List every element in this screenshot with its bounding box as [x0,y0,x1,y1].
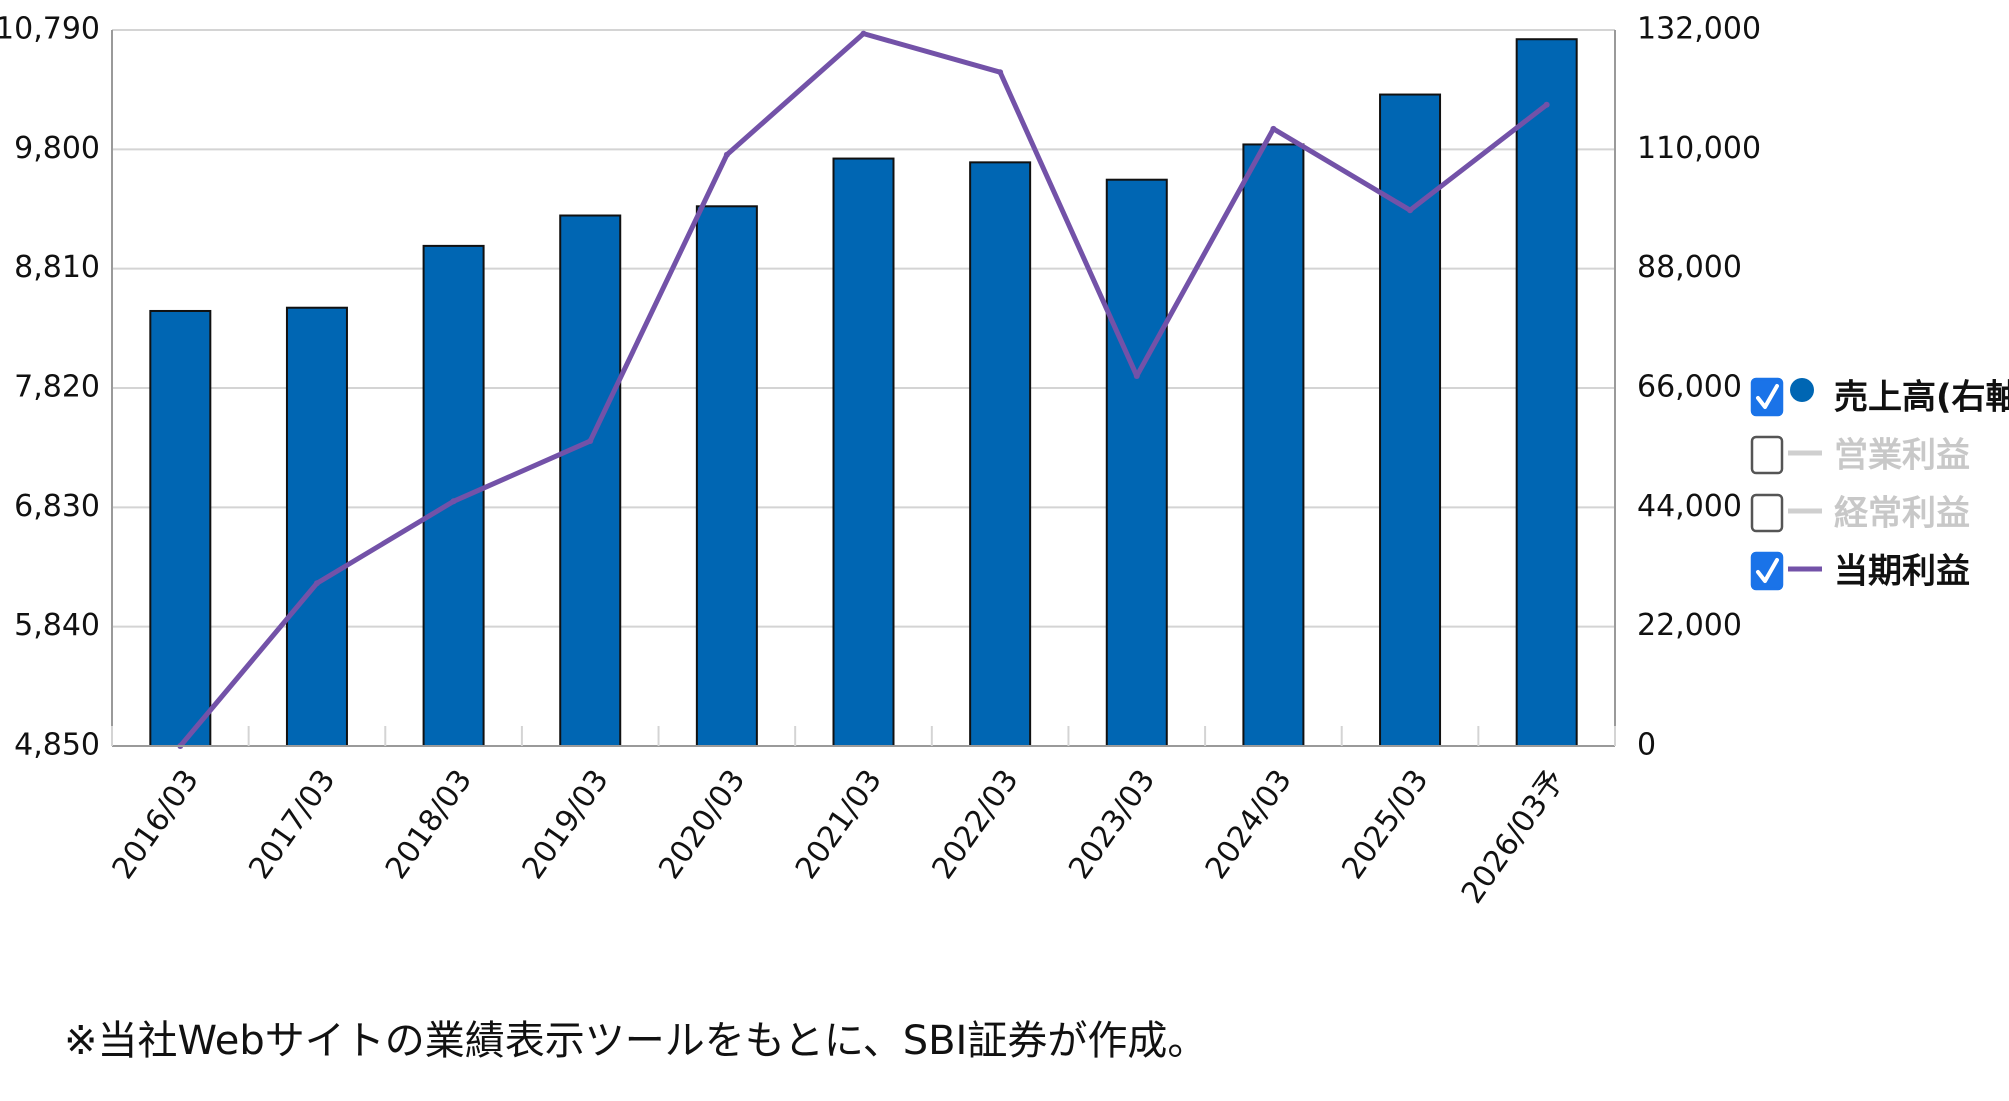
legend-label: 売上高(右軸) [1834,378,2009,418]
x-axis-tick-label: 2023/03 [1062,763,1162,885]
revenue-bar [422,244,485,747]
x-axis-tick-label: 2016/03 [106,763,206,885]
x-axis-tick-label: 2017/03 [242,763,342,885]
legend-label: 当期利益 [1834,552,1970,592]
right-axis-tick-label: 22,000 [1637,608,1742,643]
revenue-bar [559,214,622,747]
revenue-bar [695,205,758,747]
net-income-point [1133,372,1140,379]
revenue-bar [832,157,895,747]
left-axis-tick-label: 6,830 [14,489,100,524]
right-axis-tick-label: 0 [1637,728,1656,763]
x-axis-tick-label: 2025/03 [1335,763,1435,885]
legend-item[interactable]: 売上高(右軸) [1750,378,2009,418]
revenue-bars [149,38,1578,748]
legend-circle-marker-icon [1790,378,1814,402]
checkmark-icon [1756,384,1779,409]
left-axis-tick-label: 8,810 [14,250,100,285]
x-axis-tick-label: 2024/03 [1199,763,1299,885]
legend-item[interactable]: 当期利益 [1750,552,1970,592]
checkbox-unchecked-icon[interactable] [1750,493,1784,533]
right-axis-tick-label: 110,000 [1637,131,1761,166]
revenue-bar [1515,38,1578,748]
left-axis-tick-label: 5,840 [14,608,100,643]
left-axis-tick-label: 9,800 [14,131,100,166]
net-income-point [450,498,457,505]
x-axis-tick-label: 2026/03予 [1455,763,1572,910]
checkbox-unchecked-icon[interactable] [1750,435,1784,475]
net-income-point [1543,101,1550,108]
legend-label: 営業利益 [1834,436,1970,476]
net-income-point [313,580,320,587]
revenue-bar [1105,178,1168,747]
net-income-point [1270,125,1277,132]
revenue-bar [285,306,348,747]
right-axis-tick-label: 132,000 [1637,12,1761,47]
right-axis-tick-label: 44,000 [1637,489,1742,524]
legend-item[interactable]: 営業利益 [1750,435,1970,476]
net-income-point [723,151,730,158]
left-axis-tick-label: 10,790 [0,12,100,47]
net-income-point [1407,207,1414,214]
x-axis-tick-label: 2022/03 [925,763,1025,885]
net-income-point [997,69,1004,76]
revenue-bar [1242,143,1305,747]
x-axis-tick-label: 2019/03 [516,763,616,885]
legend-item[interactable]: 経常利益 [1750,493,1970,534]
legend-label: 経常利益 [1834,494,1970,534]
revenue-bar [969,161,1032,748]
x-axis-tick-label: 2018/03 [379,763,479,885]
checkmark-icon [1756,558,1779,583]
net-income-point [587,438,594,445]
right-axis-tick-label: 66,000 [1637,370,1742,405]
net-income-point [860,30,867,37]
footnote: ※当社Webサイトの業績表示ツールをもとに、SBI証券が作成。 [64,1018,1208,1064]
x-axis-tick-label: 2020/03 [652,763,752,885]
right-axis-tick-label: 88,000 [1637,250,1742,285]
x-axis-tick-label: 2021/03 [789,763,889,885]
left-axis-tick-label: 4,850 [14,728,100,763]
revenue-bar [149,309,212,747]
left-axis-tick-label: 7,820 [14,370,100,405]
